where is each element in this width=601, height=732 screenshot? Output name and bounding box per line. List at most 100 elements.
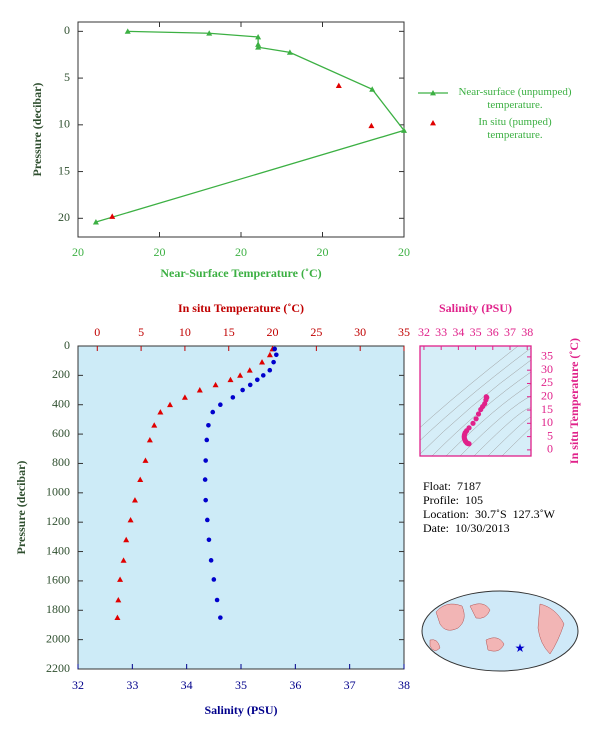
point xyxy=(368,122,375,129)
x-tick-label: 38 xyxy=(398,678,410,692)
x-tick-label: 20 xyxy=(398,245,410,259)
x2-tick-label: 5 xyxy=(138,325,144,339)
point xyxy=(196,387,203,393)
float-info: Profile: 105 xyxy=(423,493,483,507)
x-tick-label: 20 xyxy=(235,245,247,259)
x-tick-label: 35 xyxy=(235,678,247,692)
point xyxy=(142,457,149,463)
x-tick-label: 36 xyxy=(289,678,301,692)
point xyxy=(203,497,208,503)
y-tick-label: 0 xyxy=(64,338,70,352)
point xyxy=(247,382,253,388)
legend-entry: In situ (pumped) temperature. xyxy=(416,116,586,142)
ts-point xyxy=(466,441,472,447)
density-contour xyxy=(459,395,531,456)
point xyxy=(202,477,208,482)
point xyxy=(92,219,99,225)
density-contour xyxy=(420,346,519,428)
y-tick-label: 200 xyxy=(52,367,70,381)
x-axis-title: Salinity (PSU) xyxy=(439,301,512,315)
y-tick-label: 10 xyxy=(58,117,70,131)
point xyxy=(218,402,223,408)
point xyxy=(206,537,212,543)
y-tick-label: 0 xyxy=(547,442,553,456)
y-tick-label: 0 xyxy=(64,23,70,37)
y-tick-label: 2000 xyxy=(46,631,70,645)
point xyxy=(117,576,124,582)
y-tick-label: 30 xyxy=(541,362,553,376)
x2-axis-title: In situ Temperature (˚C) xyxy=(178,301,304,315)
plot-background xyxy=(78,346,404,669)
x2-tick-label: 35 xyxy=(398,325,410,339)
x-tick-label: 34 xyxy=(452,325,464,339)
point xyxy=(208,558,214,563)
point xyxy=(214,597,220,603)
point xyxy=(274,352,279,358)
ts-point xyxy=(470,420,476,426)
legend-symbol xyxy=(430,120,436,126)
density-contour xyxy=(420,359,531,455)
plot-frame xyxy=(77,21,405,238)
x-tick-label: 20 xyxy=(154,245,166,259)
x-tick-label: 33 xyxy=(126,678,138,692)
x-tick-label: 20 xyxy=(72,245,84,259)
point xyxy=(259,359,266,365)
point xyxy=(157,409,164,415)
legend-marker xyxy=(430,120,436,126)
point xyxy=(120,557,127,563)
x2-tick-label: 15 xyxy=(223,325,235,339)
point xyxy=(255,41,262,47)
point xyxy=(109,213,116,219)
point xyxy=(131,497,138,503)
point xyxy=(240,387,245,393)
point xyxy=(114,614,121,621)
y-axis-title: Pressure (decibar) xyxy=(14,461,28,555)
legend-label: In situ (pumped) temperature. xyxy=(478,116,552,141)
point xyxy=(115,596,122,603)
x2-tick-label: 20 xyxy=(267,325,279,339)
legend: Near-surface (unpumped) temperature. In s… xyxy=(416,86,586,146)
x-tick-label: 32 xyxy=(72,678,84,692)
density-contour xyxy=(473,407,531,456)
svg-text:★: ★ xyxy=(515,641,526,655)
point xyxy=(123,536,130,543)
x-tick-label: 32 xyxy=(418,325,430,339)
float-info: Location: 30.7˚S 127.3˚W xyxy=(423,507,556,521)
point xyxy=(254,377,260,383)
x-tick-label: 34 xyxy=(181,678,193,692)
y-tick-label: 1600 xyxy=(46,573,70,587)
y-tick-label: 35 xyxy=(541,349,553,363)
density-contour xyxy=(420,347,531,441)
y-axis-title: In situ Temperature (˚C) xyxy=(567,338,581,464)
x-tick-label: 38 xyxy=(521,325,533,339)
point xyxy=(260,373,266,378)
point xyxy=(205,517,210,523)
legend-entry: Near-surface (unpumped) temperature. xyxy=(416,86,586,112)
point xyxy=(124,28,131,34)
x2-tick-label: 30 xyxy=(354,325,366,339)
y-tick-label: 600 xyxy=(52,426,70,440)
y-tick-label: 10 xyxy=(541,415,553,429)
point xyxy=(212,381,219,388)
ts-point xyxy=(478,406,484,413)
point xyxy=(204,437,210,443)
point xyxy=(246,367,253,373)
point xyxy=(255,33,262,40)
point xyxy=(286,49,293,55)
line xyxy=(95,30,406,223)
point xyxy=(211,577,217,582)
y-tick-label: 1400 xyxy=(46,543,70,557)
point xyxy=(267,367,273,373)
x-tick-label: 36 xyxy=(487,325,499,339)
x2-tick-label: 25 xyxy=(310,325,322,339)
x-tick-label: 33 xyxy=(435,325,447,339)
density-contour xyxy=(501,427,531,456)
point xyxy=(137,476,144,483)
y-tick-label: 20 xyxy=(58,210,70,224)
x-tick-label: 20 xyxy=(317,245,329,259)
y-tick-label: 15 xyxy=(58,163,70,177)
point xyxy=(146,436,153,443)
point xyxy=(206,30,213,36)
